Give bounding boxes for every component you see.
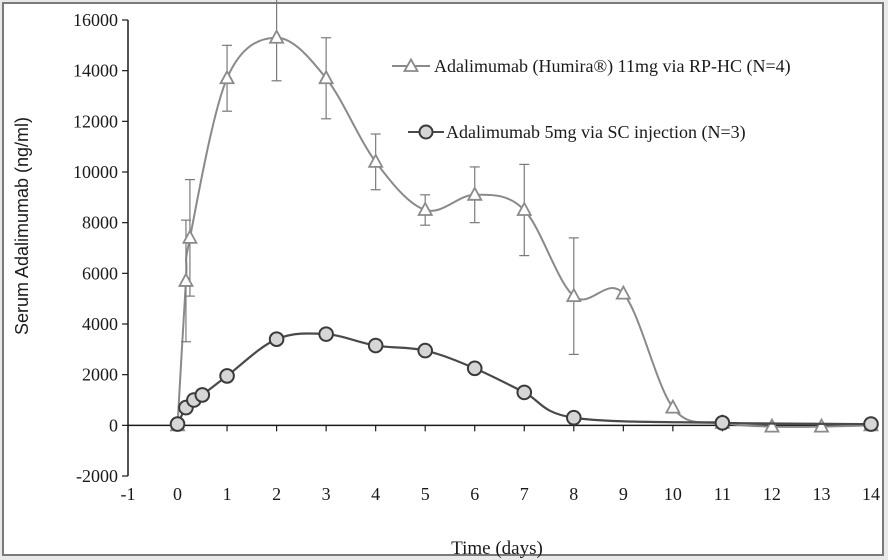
data-point-circle: [169, 416, 186, 432]
data-point-triangle: [615, 284, 632, 300]
x-tick-label: 11: [714, 484, 731, 504]
x-tick-label: 1: [223, 484, 232, 504]
data-point-circle: [566, 409, 582, 426]
data-point-circle: [219, 368, 235, 384]
x-tick-label: 10: [664, 484, 682, 504]
tick-labels: -200002000400060008000100001200014000160…: [73, 10, 880, 504]
x-tick-label: 7: [520, 484, 529, 504]
y-tick-label: 10000: [73, 162, 118, 182]
series-line: [176, 332, 872, 426]
x-tick-label: -1: [121, 484, 136, 504]
series-sc: [169, 326, 879, 432]
x-tick-label: 6: [470, 484, 479, 504]
legend: Adalimumab (Humira®) 11mg via RP-HC (N=4…: [392, 56, 791, 143]
x-tick-label: 12: [763, 484, 781, 504]
data-point-triangle: [177, 272, 194, 287]
legend-item-rp-hc: Adalimumab (Humira®) 11mg via RP-HC (N=4…: [392, 56, 791, 77]
data-point-triangle: [763, 417, 780, 433]
data-point-triangle: [466, 185, 483, 201]
data-point-triangle: [181, 228, 198, 244]
x-tick-label: 4: [371, 484, 380, 504]
y-tick-label: -2000: [76, 466, 118, 486]
data-point-triangle: [367, 152, 384, 168]
data-point-triangle: [813, 417, 830, 433]
x-tick-label: 0: [173, 484, 182, 504]
y-tick-label: 2000: [82, 365, 118, 385]
x-tick-label: 13: [812, 484, 830, 504]
series-layer: [169, 0, 880, 433]
x-tick-label: 14: [862, 484, 880, 504]
y-tick-label: 14000: [73, 61, 118, 81]
x-axis-title: Time (days): [451, 538, 543, 559]
data-point-circle: [714, 415, 731, 431]
data-point-triangle: [268, 28, 285, 44]
legend-label-sc: Adalimumab 5mg via SC injection (N=3): [446, 122, 746, 143]
y-tick-label: 12000: [73, 111, 118, 131]
legend-label-rp-hc: Adalimumab (Humira®) 11mg via RP-HC (N=4…: [434, 56, 791, 77]
y-tick-label: 0: [109, 415, 118, 435]
data-point-circle: [466, 360, 483, 377]
x-tick-label: 8: [569, 484, 578, 504]
data-point-triangle: [417, 201, 434, 216]
x-tick-label: 5: [421, 484, 430, 504]
legend-triangle-marker: [402, 57, 420, 72]
y-axis-title: Serum Adalimumab (ng/ml): [12, 117, 32, 335]
data-point-circle: [863, 416, 879, 432]
data-point-triangle: [219, 69, 236, 85]
data-point-circle: [268, 331, 285, 348]
data-point-triangle: [664, 398, 681, 414]
y-tick-label: 16000: [73, 10, 118, 30]
data-point-circle: [417, 342, 434, 359]
x-tick-label: 3: [322, 484, 331, 504]
x-tick-label: 2: [272, 484, 281, 504]
x-tick-label: 9: [619, 484, 628, 504]
legend-item-sc: Adalimumab 5mg via SC injection (N=3): [408, 122, 746, 143]
data-point-triangle: [516, 201, 533, 216]
data-point-triangle: [565, 287, 582, 303]
legend-circle-marker: [418, 124, 434, 140]
data-point-circle: [516, 384, 533, 401]
data-point-circle: [318, 326, 334, 342]
y-tick-label: 4000: [82, 314, 118, 334]
axes: [122, 19, 872, 477]
data-point-circle: [367, 337, 384, 354]
data-point-circle: [194, 387, 211, 403]
data-point-triangle: [318, 69, 335, 85]
y-tick-label: 8000: [82, 213, 118, 233]
y-tick-label: 6000: [82, 263, 118, 283]
